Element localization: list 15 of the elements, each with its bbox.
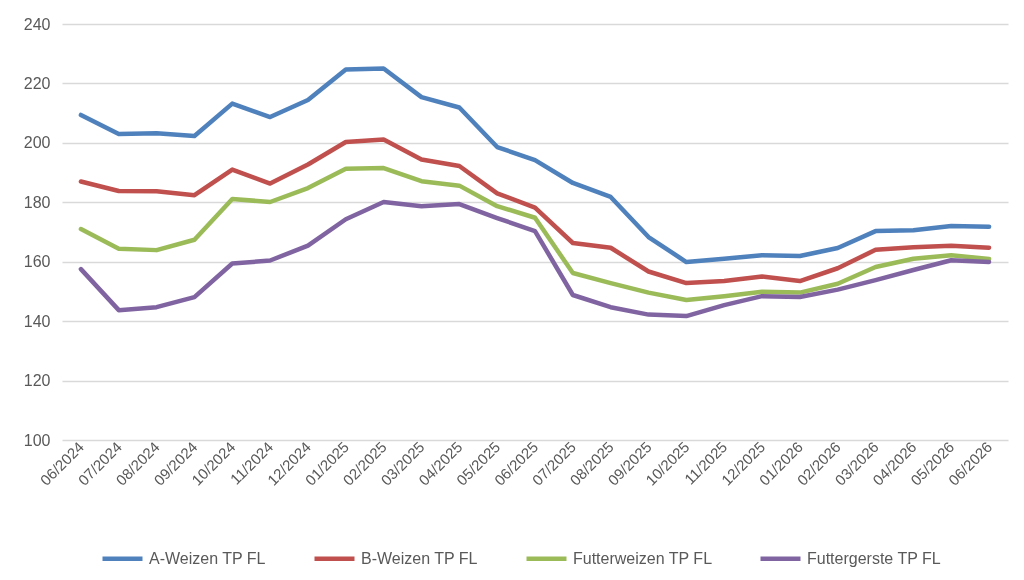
legend-label: Futtergerste TP FL xyxy=(807,549,941,567)
line-series xyxy=(78,66,992,265)
line-series xyxy=(78,137,992,286)
legend-label: Futterweizen TP FL xyxy=(573,549,713,567)
legend-label: A-Weizen TP FL xyxy=(149,549,266,567)
line-series xyxy=(78,165,992,303)
y-tick-label: 220 xyxy=(23,74,51,92)
line-series xyxy=(78,199,992,319)
y-tick-label: 120 xyxy=(23,372,51,390)
y-tick-label: 240 xyxy=(23,15,51,33)
legend-label: B-Weizen TP FL xyxy=(361,549,478,567)
y-tick-label: 200 xyxy=(23,134,51,152)
y-tick-label: 160 xyxy=(23,253,51,271)
y-tick-label: 140 xyxy=(23,312,51,330)
y-tick-label: 180 xyxy=(23,193,51,211)
